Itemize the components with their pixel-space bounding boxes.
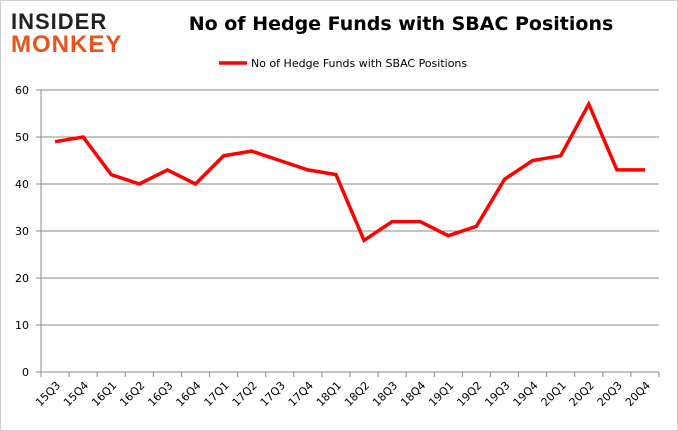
series-line	[54, 100, 645, 244]
x-tick-label: 18Q1	[314, 379, 344, 409]
insider-monkey-logo: INSIDER MONKEY	[11, 9, 129, 58]
x-tick-label: 17Q3	[258, 379, 288, 409]
x-tick-label: 15Q3	[33, 379, 63, 409]
x-tick-label: 20Q3	[595, 379, 625, 409]
y-tick-label: 60	[15, 84, 29, 97]
x-tick-label: 17Q4	[286, 379, 316, 409]
y-tick-label: 50	[15, 131, 29, 144]
y-tick-label: 10	[15, 319, 29, 332]
y-tick-label: 40	[15, 178, 29, 191]
x-tick-label: 16Q1	[89, 379, 119, 409]
x-tick-label: 17Q2	[230, 379, 260, 409]
x-tick-label: 18Q4	[398, 379, 428, 409]
x-tick-label: 20Q1	[539, 379, 569, 409]
x-tick-label: 15Q4	[61, 379, 91, 409]
y-tick-label: 0	[22, 366, 29, 379]
x-tick-label: 18Q3	[370, 379, 400, 409]
x-tick-label: 20Q2	[567, 379, 597, 409]
logo-line2: MONKEY	[11, 31, 123, 58]
chart-title: No of Hedge Funds with SBAC Positions	[188, 13, 614, 35]
x-tick-label: 16Q2	[117, 379, 147, 409]
x-tick-label: 18Q2	[342, 379, 372, 409]
x-tick-label: 17Q1	[202, 379, 232, 409]
y-tick-label: 20	[15, 272, 29, 285]
x-tick-label: 19Q4	[511, 379, 541, 409]
x-tick-label: 16Q4	[173, 379, 203, 409]
x-tick-label: 16Q3	[145, 379, 175, 409]
y-tick-label: 30	[15, 225, 29, 238]
x-tick-label: 19Q3	[482, 379, 512, 409]
x-tick-label: 19Q2	[454, 379, 484, 409]
legend-label: No of Hedge Funds with SBAC Positions	[251, 57, 467, 70]
x-tick-label: 20Q4	[623, 379, 653, 409]
x-tick-label: 19Q1	[426, 379, 456, 409]
logo-line1: INSIDER	[11, 9, 108, 34]
